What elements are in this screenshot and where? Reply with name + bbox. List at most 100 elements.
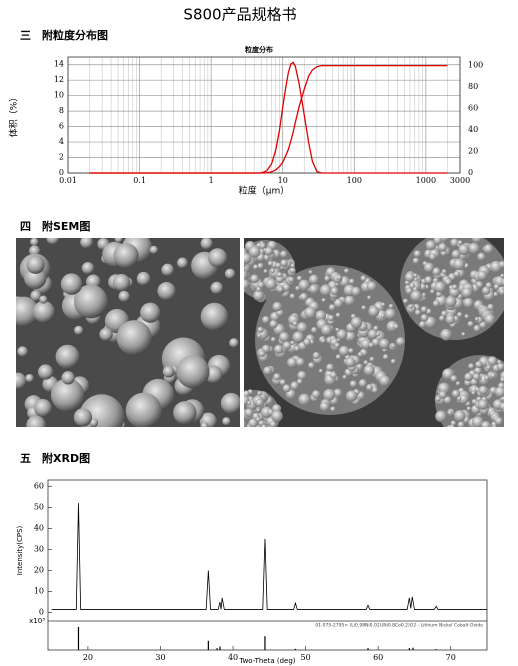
x-tick-label: 0.1 bbox=[133, 176, 146, 185]
sem-grain bbox=[391, 343, 396, 349]
sem-grain bbox=[262, 426, 265, 427]
sem-grain bbox=[489, 372, 496, 379]
sem-grain bbox=[290, 381, 299, 391]
sem-grain bbox=[473, 325, 481, 332]
data-line bbox=[89, 61, 448, 174]
sem-grain bbox=[494, 386, 504, 398]
sem-grain bbox=[478, 385, 488, 396]
sem-grain bbox=[250, 274, 259, 284]
sem-grain bbox=[342, 374, 347, 380]
sem-grain bbox=[467, 437, 474, 444]
sem-grain bbox=[484, 375, 490, 381]
sem-grain bbox=[338, 345, 350, 357]
x-tick-label: 100 bbox=[347, 176, 362, 185]
sem-grain bbox=[456, 311, 463, 318]
sem-grain bbox=[434, 281, 446, 293]
sem-grain bbox=[298, 393, 311, 406]
sem-grain bbox=[327, 314, 335, 322]
sem-grain bbox=[487, 303, 494, 311]
sem-grain bbox=[348, 348, 354, 354]
sem-grain bbox=[271, 410, 283, 422]
y2-tick-label: 20 bbox=[468, 147, 478, 156]
sem-grain bbox=[290, 340, 295, 346]
sem-grain bbox=[424, 276, 433, 285]
sem-particle bbox=[16, 296, 39, 327]
sem-grain bbox=[358, 379, 367, 388]
sem-grain bbox=[452, 284, 458, 290]
sem-grain bbox=[249, 432, 258, 441]
sem-grain bbox=[513, 386, 518, 395]
sem-particle bbox=[208, 248, 228, 268]
y-tick-label: 10 bbox=[34, 587, 44, 596]
sem-grain bbox=[257, 326, 264, 333]
sem-grain bbox=[421, 292, 427, 297]
sem-particle bbox=[200, 422, 209, 427]
sem-grain bbox=[298, 279, 310, 291]
sem-grain bbox=[455, 381, 461, 386]
sem-grain bbox=[240, 431, 247, 438]
sem-grain bbox=[435, 410, 447, 423]
sem-particle bbox=[136, 271, 151, 286]
sem-grain bbox=[330, 406, 336, 412]
sem-grain bbox=[328, 304, 336, 311]
x-tick-label: 60 bbox=[373, 653, 383, 662]
sem-grain bbox=[268, 426, 272, 427]
sem-grain bbox=[363, 364, 375, 376]
sem-grain bbox=[380, 302, 386, 307]
section-heading: 三 附粒度分布图 bbox=[20, 28, 108, 42]
sem-grain bbox=[280, 250, 288, 258]
sem-particle bbox=[16, 372, 27, 390]
sem-grain bbox=[330, 287, 339, 296]
sem-grain bbox=[509, 397, 518, 406]
x-axis-label: 粒度（μm） bbox=[239, 185, 290, 197]
sem-grain bbox=[453, 410, 466, 422]
sem-grain bbox=[319, 284, 332, 297]
sem-grain bbox=[457, 240, 463, 246]
sem-grain bbox=[368, 342, 374, 348]
sem-particle bbox=[60, 273, 83, 295]
sem-particle bbox=[149, 245, 159, 255]
sem-grain bbox=[315, 310, 327, 322]
sem-grain bbox=[440, 328, 452, 341]
sem-particle bbox=[80, 238, 93, 249]
sem-grain bbox=[464, 314, 469, 319]
sem-grain bbox=[423, 262, 435, 273]
sem-grain bbox=[248, 418, 258, 427]
sem-grain bbox=[486, 365, 491, 371]
sem-particle bbox=[37, 364, 54, 380]
sem-grain bbox=[282, 341, 292, 350]
sem-grain bbox=[468, 242, 480, 255]
sem-grain bbox=[382, 354, 389, 360]
sem-grain bbox=[420, 306, 428, 313]
y-tick-label: 60 bbox=[34, 481, 44, 490]
sem-image bbox=[16, 238, 240, 427]
sem-grain bbox=[319, 401, 330, 412]
sem-particle bbox=[173, 401, 197, 425]
plot-frame bbox=[47, 479, 488, 651]
sem-grain bbox=[496, 362, 504, 371]
sem-image bbox=[240, 238, 518, 444]
sem-grain bbox=[264, 429, 272, 437]
sem-grain bbox=[289, 267, 296, 274]
sem-grain bbox=[496, 429, 504, 437]
sem-grain bbox=[456, 396, 462, 401]
sem-grain bbox=[335, 312, 341, 318]
sem-grain bbox=[344, 268, 349, 274]
sem-grain bbox=[379, 375, 391, 387]
sem-grain bbox=[367, 295, 372, 300]
sem-grain bbox=[471, 391, 476, 396]
sem-grain bbox=[247, 430, 252, 435]
sem-grain bbox=[449, 424, 455, 427]
sem-grain bbox=[318, 368, 323, 374]
section-heading: 四 附SEM图 bbox=[20, 219, 90, 233]
sem-particle bbox=[26, 415, 46, 427]
sem-grain bbox=[420, 313, 429, 322]
sem-grain bbox=[498, 288, 504, 296]
sem-grain bbox=[348, 278, 355, 285]
sem-grain bbox=[511, 393, 518, 403]
y-tick-label: 50 bbox=[34, 502, 44, 511]
y-tick-label: 12 bbox=[54, 75, 64, 84]
sem-grain bbox=[371, 338, 381, 347]
sem-grain bbox=[334, 342, 340, 349]
sem-grain bbox=[344, 295, 355, 306]
